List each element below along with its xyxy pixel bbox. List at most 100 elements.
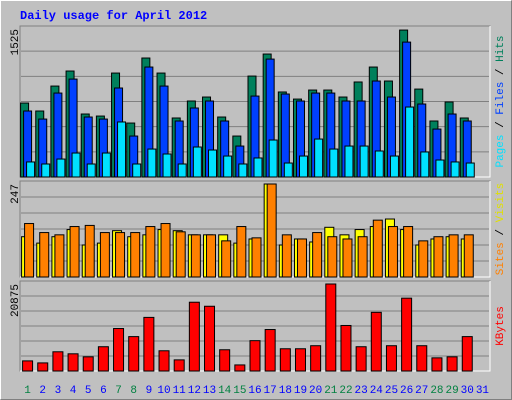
bar <box>158 350 170 372</box>
x-tick-label: 12 <box>188 385 201 397</box>
bar <box>465 162 475 178</box>
bar <box>97 346 109 372</box>
bar <box>401 297 413 372</box>
bar <box>433 236 444 278</box>
bar <box>192 146 202 178</box>
bar <box>221 240 232 278</box>
bar <box>325 283 337 372</box>
legend: KBytes <box>495 306 507 346</box>
x-tick-label: 22 <box>339 385 352 397</box>
bar <box>69 226 80 278</box>
bar <box>234 364 246 372</box>
x-tick-label: 4 <box>70 385 77 397</box>
bar <box>175 231 186 278</box>
x-tick-label: 16 <box>248 385 261 397</box>
bar <box>357 236 368 278</box>
x-tick-label: 29 <box>445 385 458 397</box>
x-tick-label: 11 <box>173 385 187 397</box>
bar <box>67 353 79 372</box>
bar <box>84 224 95 278</box>
x-tick-label: 19 <box>294 385 307 397</box>
legend-entry: Visits <box>495 183 507 223</box>
bar <box>416 345 428 372</box>
bar <box>448 234 459 278</box>
x-tick-label: 25 <box>385 385 398 397</box>
bar <box>463 234 474 278</box>
bar <box>52 351 64 372</box>
bar <box>190 234 201 278</box>
bar <box>86 163 96 178</box>
x-tick-label: 2 <box>39 385 46 397</box>
legend-entry: Pages <box>495 135 507 168</box>
x-tick-label: 15 <box>233 385 246 397</box>
bar <box>206 234 217 278</box>
legend-separator: / <box>495 115 507 135</box>
y-tick-label: 20875 <box>10 284 22 317</box>
bar <box>236 226 247 278</box>
bar <box>39 232 50 278</box>
bar <box>387 226 398 278</box>
bar <box>132 163 142 178</box>
bar <box>54 234 65 278</box>
x-tick-label: 13 <box>203 385 216 397</box>
bar <box>249 340 261 372</box>
x-tick-label: 31 <box>476 385 490 397</box>
bar <box>294 348 306 372</box>
bar <box>253 157 263 178</box>
bar <box>370 311 382 372</box>
x-tick-label: 17 <box>264 385 277 397</box>
y-tick-label: 247 <box>10 184 22 204</box>
legend-entry: Hits <box>495 35 507 61</box>
bar <box>145 226 156 278</box>
bar <box>298 155 308 178</box>
bar <box>268 139 278 178</box>
bar <box>296 238 307 278</box>
bar <box>113 328 125 372</box>
x-tick-label: 27 <box>415 385 428 397</box>
bar <box>101 152 111 178</box>
legend: Sites / Visits <box>495 183 507 275</box>
bar <box>264 329 276 372</box>
bar <box>208 149 218 178</box>
bar <box>329 148 339 178</box>
bar <box>279 348 291 372</box>
bar <box>37 362 49 372</box>
y-tick-label: 1525 <box>10 29 22 55</box>
bar <box>41 163 51 178</box>
x-tick-label: 5 <box>85 385 92 397</box>
bar <box>431 357 443 372</box>
bar <box>374 150 384 178</box>
x-tick-label: 26 <box>400 385 413 397</box>
x-tick-label: 1 <box>24 385 31 397</box>
x-tick-label: 9 <box>146 385 153 397</box>
legend-entry: Files <box>495 82 507 115</box>
bar <box>450 161 460 178</box>
x-tick-label: 3 <box>55 385 62 397</box>
bar <box>160 223 171 278</box>
chart-title: Daily usage for April 2012 <box>20 9 207 23</box>
x-tick-label: 8 <box>130 385 137 397</box>
bar <box>22 360 34 372</box>
bar <box>251 237 262 278</box>
bar <box>344 145 354 178</box>
bar <box>461 336 473 372</box>
bar <box>405 106 415 178</box>
x-tick-label: 24 <box>370 385 384 397</box>
bar <box>266 183 277 278</box>
bar <box>117 121 127 178</box>
bar <box>283 162 293 178</box>
bar <box>56 158 66 178</box>
x-tick-label: 18 <box>279 385 292 397</box>
bar <box>314 138 324 178</box>
bar <box>389 155 399 178</box>
bar <box>327 236 338 278</box>
legend: Pages / Files / Hits <box>495 35 507 167</box>
bar <box>130 232 141 278</box>
bar <box>446 356 458 372</box>
bar <box>128 336 140 372</box>
bar <box>312 232 323 278</box>
bar <box>71 152 81 178</box>
bar <box>82 356 94 372</box>
